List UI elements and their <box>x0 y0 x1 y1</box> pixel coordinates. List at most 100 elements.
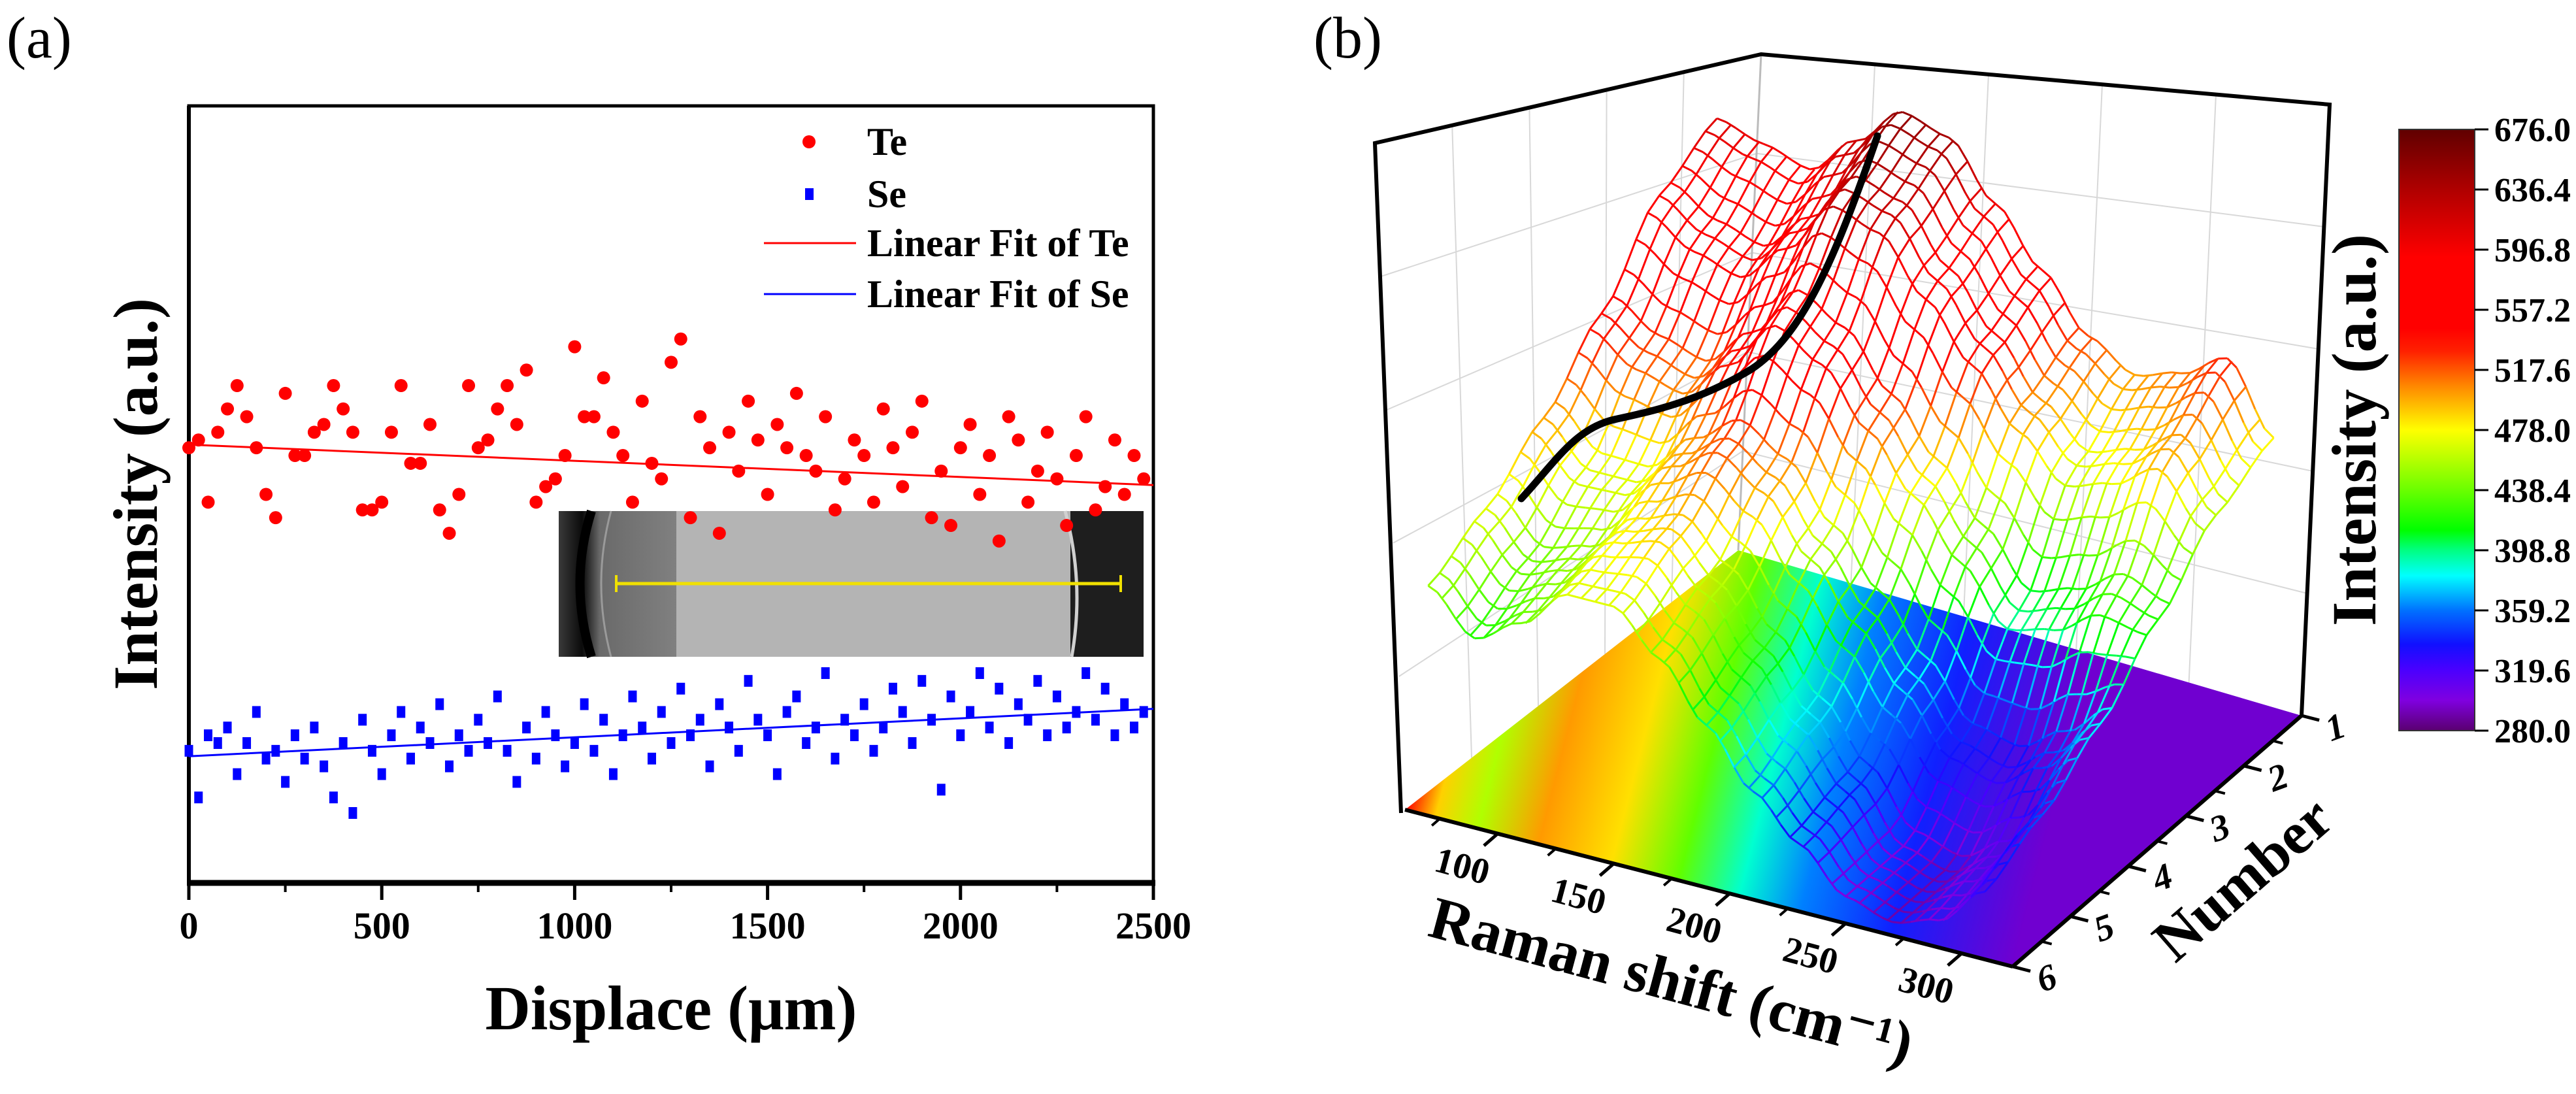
mesh-segment-number <box>1666 433 1679 458</box>
mesh-segment-number <box>1821 746 1835 760</box>
mesh-segment-number <box>2030 814 2043 829</box>
mesh-segment-number <box>1872 743 1886 768</box>
mesh-segment-number <box>1568 389 1582 415</box>
mesh-segment-raman <box>2027 437 2039 452</box>
te-data-point <box>481 433 495 447</box>
mesh-segment-number <box>2002 744 2016 767</box>
mesh-segment-number <box>1849 567 1862 587</box>
mesh-segment-raman <box>1618 572 1628 576</box>
mesh-segment-raman <box>1858 422 1869 432</box>
mesh-segment-raman <box>1663 263 1674 274</box>
mesh-segment-raman <box>1965 796 1976 804</box>
mesh-segment-raman <box>2038 419 2050 433</box>
mesh-segment-raman <box>1891 124 1901 130</box>
mesh-segment-raman <box>1589 469 1600 474</box>
mesh-segment-raman <box>1659 334 1670 340</box>
mesh-segment-number <box>1946 437 1960 469</box>
mesh-segment-number <box>1802 397 1816 432</box>
mesh-segment-number <box>2087 431 2101 452</box>
mesh-segment-number <box>1492 588 1506 607</box>
mesh-segment-number <box>1892 180 1906 199</box>
mesh-segment-raman <box>1597 586 1608 591</box>
mesh-segment-number <box>1732 133 1746 149</box>
mesh-segment-raman <box>1832 524 1844 535</box>
mesh-segment-raman <box>1638 463 1649 468</box>
mesh-segment-raman <box>2146 428 2156 431</box>
mesh-segment-number <box>1888 128 1902 146</box>
mesh-segment-number <box>1973 248 1987 267</box>
te-data-point <box>655 472 669 486</box>
mesh-segment-raman <box>1679 311 1691 319</box>
mesh-segment-raman <box>1862 351 1874 371</box>
mesh-segment-raman <box>1932 353 1943 373</box>
mesh-segment-raman <box>2051 661 2062 668</box>
mesh-segment-raman <box>1599 471 1610 476</box>
wall-gridline <box>1528 107 1539 706</box>
mesh-segment-number <box>2066 486 2081 520</box>
colorbar-title: Intensity (a.u.) <box>2319 234 2389 626</box>
mesh-segment-raman <box>2189 442 2201 460</box>
mesh-segment-raman <box>1627 478 1637 484</box>
mesh-segment-number <box>1845 886 1858 897</box>
mesh-segment-raman <box>1677 209 1688 222</box>
mesh-segment-number <box>1677 249 1691 277</box>
mesh-segment-number <box>1501 541 1515 556</box>
mesh-segment-number <box>2064 465 2078 486</box>
mesh-segment-number <box>1726 337 1740 356</box>
mesh-segment-number <box>1649 413 1663 441</box>
mesh-segment-number <box>1779 689 1793 704</box>
mesh-segment-raman <box>1754 304 1764 308</box>
mesh-segment-raman <box>1972 232 1983 242</box>
te-data-point <box>742 394 755 408</box>
mesh-segment-raman <box>2043 374 2055 384</box>
mesh-segment-raman <box>2143 444 2154 451</box>
mesh-segment-raman <box>1994 333 2006 343</box>
mesh-segment-raman <box>2236 367 2247 388</box>
mesh-segment-raman <box>1764 777 1775 786</box>
mesh-segment-number <box>1683 173 1698 193</box>
mesh-segment-number <box>1978 331 1992 345</box>
mesh-segment-raman <box>2096 340 2107 351</box>
te-data-point <box>510 418 523 431</box>
mesh-segment-number <box>1932 680 1946 701</box>
mesh-segment-number <box>2236 432 2249 451</box>
mesh-segment-number <box>1696 434 1709 452</box>
mesh-segment-raman <box>2153 554 2164 567</box>
mesh-segment-number <box>2164 491 2178 522</box>
te-data-point <box>462 379 476 393</box>
mesh-segment-number <box>1888 569 1902 600</box>
mesh-segment-number <box>1738 632 1751 646</box>
mesh-segment-number <box>1462 520 1476 539</box>
mesh-segment-number <box>1700 218 1713 233</box>
mesh-segment-number <box>2014 826 2028 843</box>
mesh-segment-raman <box>1955 650 1967 670</box>
mesh-segment-number <box>1819 479 1832 510</box>
colorbar-gradient <box>2398 129 2475 731</box>
mesh-segment-number <box>1640 293 1654 322</box>
x-tick-label: 1000 <box>537 904 612 947</box>
mesh-segment-raman <box>2130 406 2139 410</box>
mesh-segment-number <box>2041 799 2055 816</box>
mesh-segment-number <box>1956 830 1970 855</box>
mesh-segment-raman <box>1779 414 1791 425</box>
mesh-segment-number <box>2180 554 2194 581</box>
mesh-segment-number <box>1848 152 1862 173</box>
mesh-segment-number <box>1738 424 1751 444</box>
mesh-segment-raman <box>2177 456 2189 474</box>
mesh-segment-raman <box>1895 472 1907 489</box>
mesh-segment-raman <box>1964 322 1976 340</box>
mesh-segment-number <box>2224 450 2237 470</box>
colorbar-tick-label: 636.4 <box>2494 172 2571 209</box>
mesh-segment-number <box>1906 435 1921 456</box>
mesh-segment-raman <box>1985 487 1996 497</box>
mesh-segment-number <box>1578 569 1591 584</box>
mesh-segment-raman <box>1555 525 1565 529</box>
mesh-segment-number <box>1721 147 1734 168</box>
mesh-segment-raman <box>2171 574 2182 582</box>
mesh-segment-raman <box>1840 567 1851 587</box>
wall-gridline <box>1380 152 1757 277</box>
mesh-segment-number <box>2261 437 2275 452</box>
mesh-segment-number <box>1746 141 1760 157</box>
mesh-segment-raman <box>1917 798 1928 808</box>
number-tick-label: 1 <box>2320 705 2351 750</box>
